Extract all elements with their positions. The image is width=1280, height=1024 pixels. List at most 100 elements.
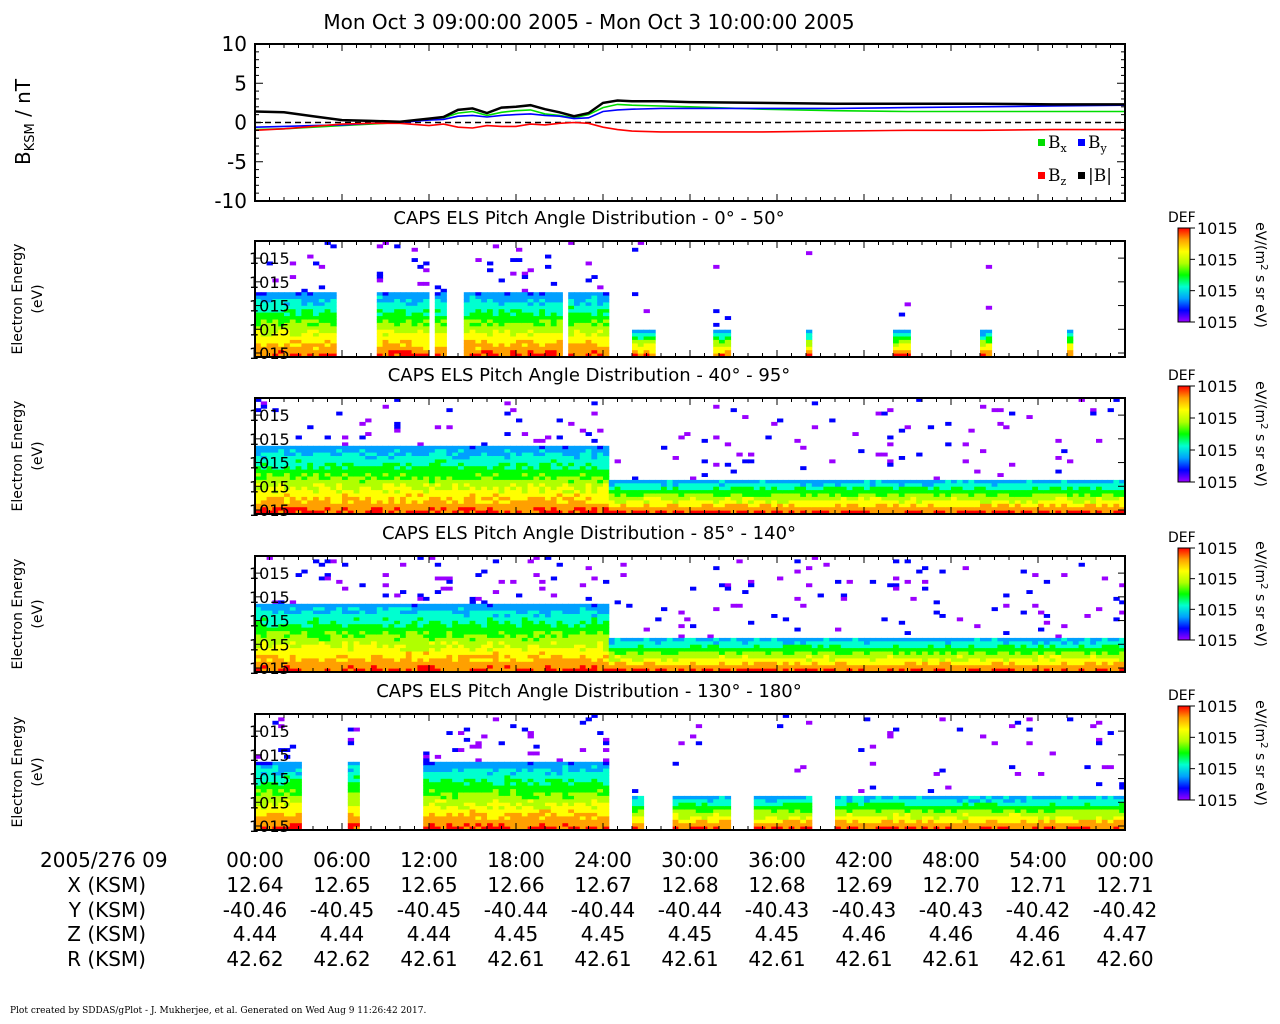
- spectrogram-cell: [753, 483, 761, 488]
- spectrogram-cell: [423, 490, 430, 494]
- spectrogram-cell: [794, 493, 801, 498]
- spectrogram-cell: [1067, 479, 1074, 484]
- spectrogram-cell: [440, 473, 447, 477]
- spectrogram-cell: [278, 326, 285, 331]
- spectrogram-cell: [1084, 483, 1091, 488]
- spectrogram-cell: [481, 326, 488, 331]
- spectrogram-cell: [504, 641, 511, 646]
- spectrogram-cell: [255, 483, 262, 488]
- spectrogram-cell: [1026, 500, 1033, 505]
- spectrogram-cell: [336, 473, 343, 477]
- spectrogram-cell: [487, 336, 494, 341]
- spectrogram-cell: [376, 459, 384, 464]
- spectrogram-cell: [469, 603, 476, 608]
- spectrogram-cell: [1113, 490, 1120, 494]
- spectrogram-cell: [469, 479, 476, 484]
- spectrogram-cell: [289, 617, 297, 622]
- spectrogram-cell: [510, 476, 517, 481]
- spectrogram-cell: [835, 490, 842, 494]
- spectrogram-cell: [510, 483, 517, 488]
- spectrogram-cell: [968, 507, 975, 512]
- spectrogram-cell: [475, 462, 482, 467]
- spectrogram-cell: [556, 496, 563, 501]
- spectrogram-cell: [481, 496, 488, 501]
- spectrogram-cell: [545, 627, 552, 632]
- spectrogram-cell: [811, 493, 819, 498]
- spectrogram-cell: [504, 326, 511, 331]
- spectrogram-cell: [388, 507, 395, 512]
- spectrogram-cell: [771, 483, 778, 488]
- spectrogram-cell: [463, 299, 471, 303]
- spectrogram-cell: [881, 411, 888, 416]
- spectrogram-cell: [289, 312, 297, 317]
- spectrogram-cell: [550, 295, 558, 300]
- spectrogram-cell: [1107, 500, 1114, 505]
- spectrogram-cell: [545, 620, 552, 625]
- spectrogram-cell: [603, 353, 610, 358]
- spectrogram-cell: [278, 343, 285, 348]
- spectrogram-cell: [736, 510, 743, 515]
- spectrogram-cell: [301, 326, 308, 331]
- spectrogram-cell: [823, 490, 830, 494]
- spectrogram-cell: [904, 339, 911, 344]
- spectrogram-cell: [527, 469, 534, 474]
- spectrogram-cell: [469, 496, 476, 501]
- spectrogram-cell: [376, 496, 384, 501]
- spectrogram-cell: [1014, 503, 1022, 508]
- spectrogram-cell: [684, 500, 691, 505]
- spectrogram-cell: [603, 333, 610, 337]
- spectrogram-cell: [353, 651, 360, 656]
- spectrogram-cell: [272, 627, 279, 632]
- spectrogram-cell: [475, 456, 482, 460]
- spectrogram-cell: [545, 483, 552, 488]
- spectrogram-cell: [411, 292, 418, 297]
- spectrogram-cell: [307, 312, 314, 317]
- spectrogram-cell: [365, 610, 372, 615]
- spectrogram-cell: [260, 493, 268, 498]
- spectrogram-cell: [893, 490, 900, 494]
- spectrogram-cell: [463, 322, 471, 327]
- spectrogram-cell: [353, 624, 360, 629]
- spectrogram-cell: [550, 651, 558, 656]
- spectrogram-cell: [394, 668, 401, 673]
- spectrogram-cell: [533, 309, 540, 314]
- spectrogram-cell: [289, 476, 297, 481]
- spectrogram-cell: [481, 600, 488, 605]
- spectrogram-cell: [498, 473, 505, 477]
- spectrogram-cell: [492, 668, 500, 673]
- spectrogram-cell: [1107, 493, 1114, 498]
- spectrogram-cell: [498, 617, 505, 622]
- spectrogram-cell: [342, 634, 349, 639]
- spectrogram-cell: [666, 493, 674, 498]
- spectrogram-cell: [342, 665, 349, 670]
- spectrogram-cell: [516, 247, 523, 252]
- spectrogram-cell: [429, 658, 436, 663]
- spectrogram-cell: [313, 319, 320, 324]
- spectrogram-cell: [521, 462, 529, 467]
- spectrogram-cell: [382, 648, 389, 652]
- spectrogram-cell: [400, 651, 407, 656]
- spectrogram-cell: [504, 305, 511, 310]
- spectrogram-cell: [864, 500, 871, 505]
- spectrogram-cell: [330, 445, 337, 450]
- spectrogram-cell: [603, 305, 610, 310]
- spectrogram-cell: [313, 503, 320, 508]
- spectrogram-cell: [498, 312, 505, 317]
- spectrogram-cell: [579, 322, 587, 327]
- spectrogram-cell: [811, 483, 819, 488]
- spectrogram-cell: [371, 483, 378, 488]
- spectrogram-cell: [487, 449, 494, 454]
- spectrogram-cell: [365, 648, 372, 652]
- spectrogram-cell: [684, 490, 691, 494]
- spectrogram-cell: [539, 510, 546, 515]
- spectrogram-cell: [811, 486, 819, 491]
- spectrogram-cell: [469, 329, 476, 334]
- spectrogram-cell: [272, 305, 279, 310]
- spectrogram-cell: [411, 634, 418, 639]
- spectrogram-cell: [301, 462, 308, 467]
- spectrogram-cell: [475, 459, 482, 464]
- spectrogram-cell: [1113, 496, 1120, 501]
- spectrogram-cell: [701, 507, 708, 512]
- spectrogram-cell: [893, 507, 900, 512]
- spectrogram-cell: [806, 483, 813, 488]
